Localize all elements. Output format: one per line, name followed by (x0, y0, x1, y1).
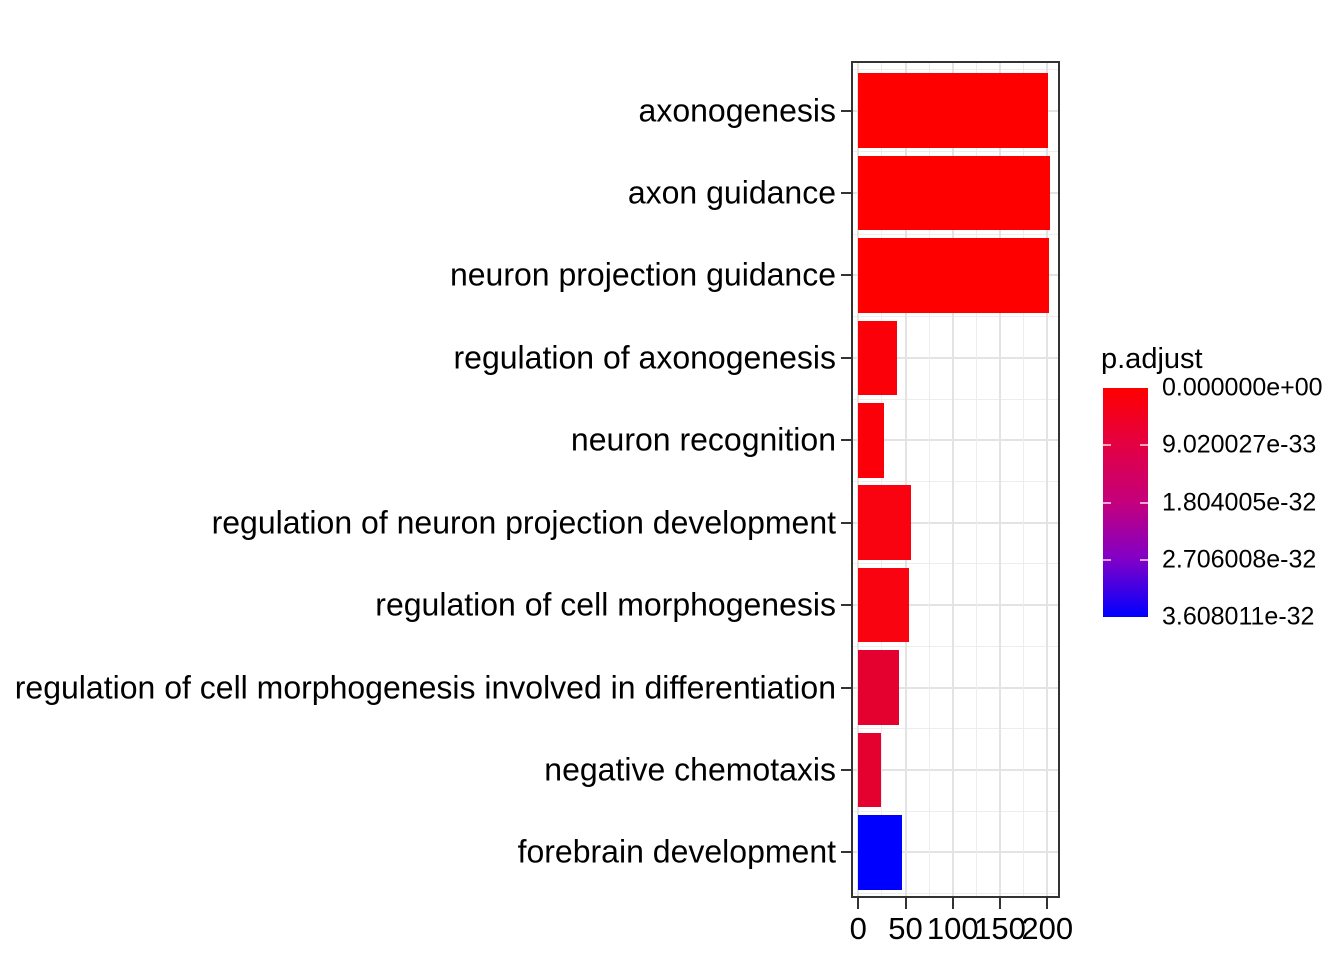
x-axis-tick (857, 898, 860, 909)
gridline-minor-h (852, 645, 1059, 647)
legend-tick (1103, 501, 1111, 504)
y-axis-label: regulation of cell morphogenesis involve… (14, 668, 836, 705)
x-axis-tick-label: 200 (1021, 911, 1074, 946)
gridline-minor-v (881, 62, 883, 897)
gridline-major-h (852, 686, 1059, 689)
legend-tick (1140, 501, 1148, 504)
gridline-minor-h (852, 398, 1059, 400)
legend-tick-label: 3.608011e-32 (1162, 602, 1315, 631)
gridline-minor-h (852, 728, 1059, 730)
gridline-minor-v (928, 62, 930, 897)
bar (858, 238, 1050, 313)
y-axis-tick (841, 851, 851, 854)
gridline-major-h (852, 356, 1059, 359)
legend-title: p.adjust (1101, 343, 1203, 375)
gridline-minor-h (852, 480, 1059, 482)
x-axis-tick-label: 150 (974, 911, 1026, 946)
gridline-major-v (857, 62, 860, 897)
y-axis-tick (841, 356, 851, 359)
bar (858, 320, 898, 396)
y-axis-tick (841, 439, 851, 442)
gridline-major-h (852, 769, 1059, 772)
bar (858, 403, 884, 478)
gridline-major-v (1046, 62, 1049, 897)
x-axis-tick-label: 100 (926, 911, 979, 946)
legend-tick-label: 2.706008e-32 (1162, 545, 1317, 574)
gridline-minor-v (975, 62, 977, 897)
y-axis-label: axonogenesis (638, 91, 836, 128)
y-axis-label: negative chemotaxis (544, 751, 836, 788)
gridline-major-h (852, 604, 1059, 607)
y-axis-tick (841, 769, 851, 772)
y-axis-label: regulation of axonogenesis (453, 339, 837, 376)
y-axis-tick (841, 274, 851, 277)
gridline-minor-h (852, 563, 1059, 565)
bar (858, 567, 910, 643)
gridline-minor-h (852, 810, 1059, 812)
y-axis-label: regulation of neuron projection developm… (211, 504, 836, 541)
gridline-major-v (999, 62, 1002, 897)
gridline-major-h (852, 851, 1059, 854)
legend-tick (1140, 558, 1148, 561)
x-axis-tick (999, 898, 1002, 909)
y-axis-label: forebrain development (517, 833, 836, 870)
y-axis-label: neuron projection guidance (449, 256, 836, 293)
gridline-minor-v (1023, 62, 1025, 897)
gridline-minor-h (852, 151, 1059, 153)
bar (858, 485, 912, 560)
gridline-major-h (852, 521, 1059, 524)
bar (858, 732, 881, 808)
gridline-major-v (904, 62, 907, 897)
bar (858, 815, 902, 890)
gridline-minor-h (852, 68, 1059, 70)
x-axis-tick (951, 898, 954, 909)
x-axis-tick (904, 898, 907, 909)
y-axis-label: axon guidance (627, 174, 836, 211)
legend-tick (1103, 558, 1111, 561)
y-axis-tick (841, 191, 851, 194)
x-axis-tick (1046, 898, 1049, 909)
gridline-minor-h (852, 233, 1059, 235)
bar (858, 73, 1049, 148)
y-axis-tick (841, 686, 851, 689)
y-axis-label: regulation of cell morphogenesis (375, 586, 836, 623)
legend-tick-label: 0.000000e+00 (1162, 373, 1323, 402)
gridline-major-h (852, 439, 1059, 442)
y-axis-label: neuron recognition (570, 421, 836, 458)
legend-tick (1103, 444, 1111, 447)
gridline-minor-h (852, 893, 1059, 895)
gridline-major-v (951, 62, 954, 897)
legend-tick-label: 1.804005e-32 (1162, 488, 1317, 516)
y-axis-tick (841, 109, 851, 112)
legend-tick (1140, 444, 1148, 447)
bar (858, 155, 1051, 231)
gridline-minor-h (852, 316, 1059, 318)
x-axis-tick-label: 0 (849, 911, 867, 946)
legend-tick-label: 9.020027e-33 (1162, 430, 1317, 459)
y-axis-tick (841, 521, 851, 524)
y-axis-tick (841, 604, 851, 607)
x-axis-tick-label: 50 (888, 911, 923, 946)
bar (858, 650, 899, 725)
